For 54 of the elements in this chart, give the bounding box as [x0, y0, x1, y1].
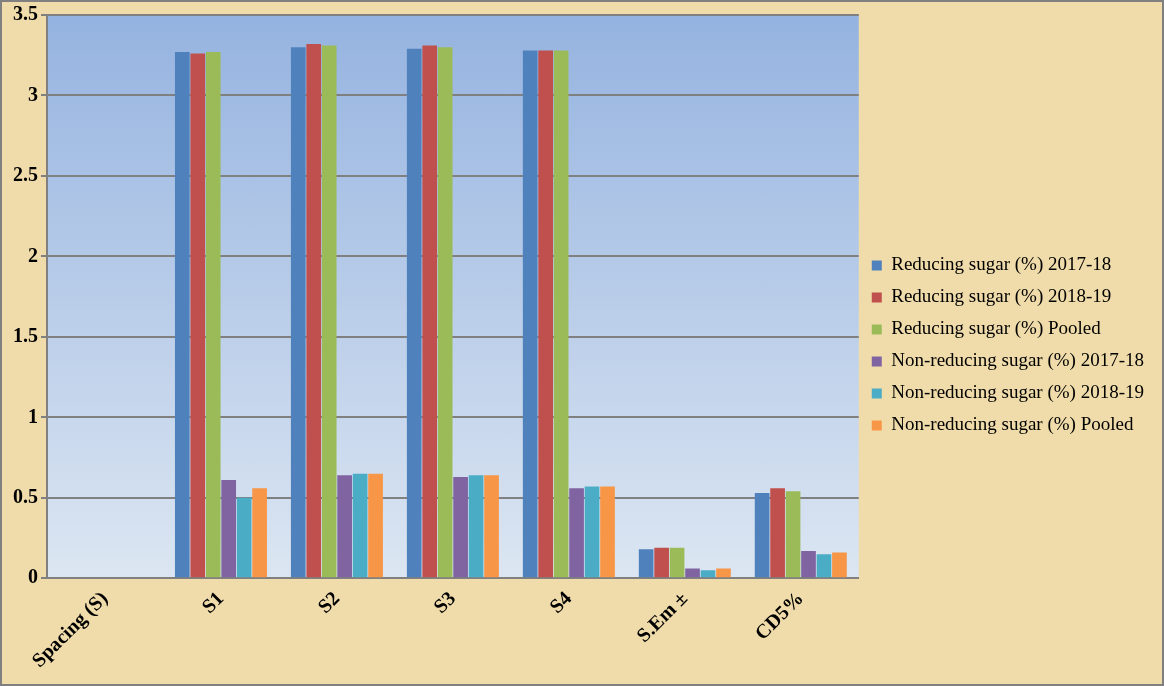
bar — [553, 50, 569, 578]
bar — [801, 550, 816, 578]
legend-label: Reducing sugar (%) 2017-18 — [891, 253, 1112, 276]
bar — [337, 475, 352, 578]
y-tick-label: 1.5 — [13, 324, 38, 347]
legend-label: Non-reducing sugar (%) 2017-18 — [891, 349, 1144, 372]
y-tick-label: 3.5 — [13, 2, 38, 25]
x-tick-label: S4 — [544, 586, 576, 618]
bar — [252, 488, 267, 578]
bar — [770, 488, 785, 578]
bar — [785, 491, 801, 578]
x-tick-label: S3 — [428, 586, 460, 618]
bar — [716, 568, 731, 578]
bar — [832, 552, 847, 578]
bar — [816, 554, 832, 578]
bar — [174, 52, 190, 578]
bar — [638, 549, 654, 578]
y-tick-label: 0 — [28, 565, 38, 588]
x-tick-label: S1 — [196, 586, 228, 618]
y-tick-label: 2 — [28, 243, 38, 266]
bar — [406, 48, 422, 578]
bar — [685, 568, 700, 578]
bar — [236, 497, 252, 578]
bar — [422, 45, 438, 578]
bar — [468, 475, 484, 578]
legend-label: Non-reducing sugar (%) Pooled — [891, 413, 1134, 436]
bar — [352, 473, 368, 578]
bar — [205, 52, 221, 578]
bar — [221, 480, 237, 578]
legend-label: Non-reducing sugar (%) 2018-19 — [891, 381, 1144, 404]
bar — [290, 47, 306, 578]
bar — [368, 473, 383, 578]
bar — [538, 50, 553, 578]
bar — [700, 570, 716, 578]
y-tick-label: 2.5 — [13, 163, 38, 186]
y-tick-label: 3 — [28, 82, 38, 105]
legend-label: Reducing sugar (%) 2018-19 — [891, 285, 1112, 308]
bar — [484, 475, 499, 578]
bar — [584, 486, 600, 578]
y-tick-label: 1 — [28, 404, 38, 427]
bar — [569, 488, 584, 578]
legend-label: Reducing sugar (%) Pooled — [891, 317, 1102, 340]
bar — [669, 547, 685, 578]
bar — [321, 45, 337, 578]
bar — [453, 476, 468, 578]
bar — [654, 547, 669, 578]
bar — [754, 492, 770, 578]
bar — [522, 50, 538, 578]
bar — [600, 486, 615, 578]
bar — [190, 53, 206, 578]
bar — [306, 43, 322, 578]
y-tick-label: 0.5 — [13, 484, 38, 507]
bar — [437, 47, 453, 578]
x-tick-label: S2 — [312, 586, 344, 618]
